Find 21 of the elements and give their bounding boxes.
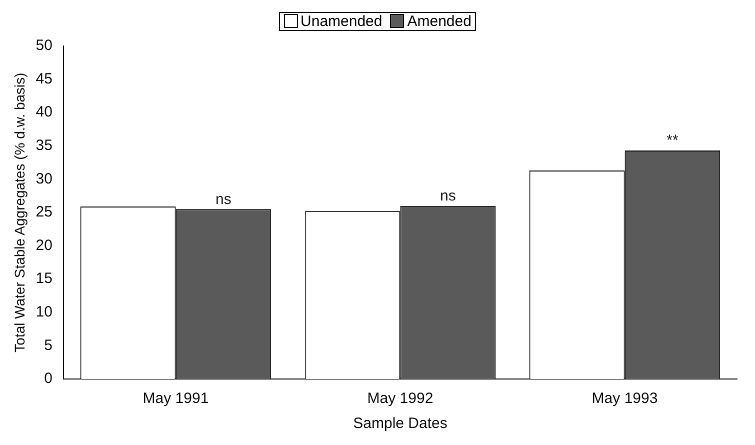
y-tick-label: 20	[36, 236, 52, 254]
x-axis-title: Sample Dates	[353, 415, 448, 432]
y-tick-label: 40	[36, 104, 52, 121]
legend-label: Amended	[407, 12, 472, 30]
annotation: ns	[440, 187, 456, 204]
y-tick-label: 35	[36, 137, 52, 154]
annotation: ns	[216, 190, 232, 208]
y-tick-label: 5	[44, 336, 52, 354]
x-tick-label: May 1992	[367, 390, 434, 408]
y-tick-label: 30	[36, 170, 52, 188]
y-tick-label: 10	[36, 304, 52, 321]
x-tick-label: May 1991	[142, 390, 209, 408]
y-axis-title: Total Water Stable Aggregates (% d.w. basis)	[11, 72, 28, 352]
y-tick-label: 25	[36, 204, 52, 221]
y-tick-label: 0	[44, 370, 52, 388]
x-tick-label: May 1993	[592, 390, 658, 408]
annotation: **	[666, 132, 678, 150]
y-tick-label: 50	[36, 37, 52, 54]
y-tick-label: 15	[36, 270, 52, 288]
legend-label: Unamended	[300, 12, 382, 30]
y-tick-label: 45	[36, 70, 52, 88]
